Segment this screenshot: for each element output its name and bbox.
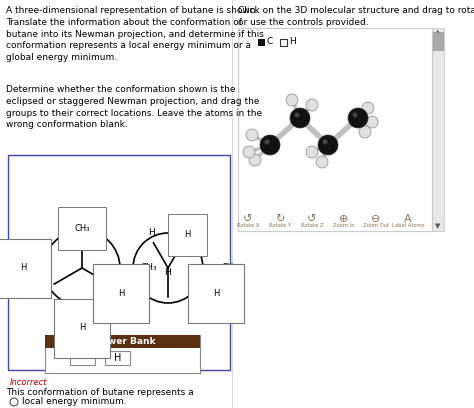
Bar <box>8 155 230 370</box>
Circle shape <box>290 108 310 128</box>
Text: ↻: ↻ <box>275 214 285 224</box>
Text: This conformation of butane represents a: This conformation of butane represents a <box>6 388 193 397</box>
Text: H: H <box>148 228 155 237</box>
Circle shape <box>366 116 378 128</box>
Circle shape <box>286 94 298 106</box>
Text: H: H <box>118 289 124 298</box>
Text: local energy minimum.: local energy minimum. <box>22 397 127 406</box>
Text: H: H <box>164 268 172 277</box>
Bar <box>258 39 265 46</box>
Bar <box>432 28 444 231</box>
Text: ▼: ▼ <box>435 223 441 229</box>
Circle shape <box>318 135 338 155</box>
Circle shape <box>243 146 255 158</box>
Text: Click on the 3D molecular structure and drag to rotate it,
or use the controls p: Click on the 3D molecular structure and … <box>238 6 474 27</box>
Text: ↺: ↺ <box>307 214 317 224</box>
Circle shape <box>246 129 258 141</box>
Circle shape <box>322 140 328 144</box>
Text: ⊖: ⊖ <box>371 214 381 224</box>
Text: CH₃: CH₃ <box>222 264 237 273</box>
Bar <box>70 351 95 365</box>
Bar <box>433 32 443 50</box>
Bar <box>45 335 200 373</box>
Circle shape <box>306 146 318 158</box>
Text: H: H <box>79 324 85 333</box>
Text: Zoom In: Zoom In <box>333 223 355 228</box>
Text: CH₃: CH₃ <box>74 224 90 233</box>
Text: Incorrect: Incorrect <box>10 378 47 387</box>
Circle shape <box>264 140 270 144</box>
Text: A: A <box>404 214 412 224</box>
Text: Rotate Z: Rotate Z <box>301 223 323 228</box>
Text: ▲: ▲ <box>435 29 441 35</box>
Bar <box>280 39 287 46</box>
Text: Determine whether the conformation shown is the
eclipsed or staggered Newman pro: Determine whether the conformation shown… <box>6 85 262 129</box>
Circle shape <box>353 113 357 118</box>
Circle shape <box>294 113 300 118</box>
Text: ⊕: ⊕ <box>339 214 349 224</box>
Text: H: H <box>289 36 296 46</box>
Circle shape <box>133 233 203 303</box>
Bar <box>105 351 130 365</box>
Text: Answer Bank: Answer Bank <box>89 337 156 346</box>
Circle shape <box>362 102 374 114</box>
Bar <box>238 28 432 231</box>
Circle shape <box>10 398 18 406</box>
Text: H: H <box>213 289 219 298</box>
Text: ↺: ↺ <box>243 214 253 224</box>
Circle shape <box>359 126 371 138</box>
Text: H: H <box>114 353 121 363</box>
Text: CH₃: CH₃ <box>141 264 158 273</box>
Text: Rotate Y: Rotate Y <box>269 223 291 228</box>
Text: C: C <box>267 36 273 46</box>
Text: H: H <box>20 264 26 273</box>
Text: H: H <box>16 264 23 273</box>
Circle shape <box>306 99 318 111</box>
Text: Zoom Out: Zoom Out <box>363 223 389 228</box>
Text: Rotate X: Rotate X <box>237 223 259 228</box>
Circle shape <box>316 156 328 168</box>
Circle shape <box>249 154 261 166</box>
Text: A three-dimensional representation of butane is shown.
Translate the information: A three-dimensional representation of bu… <box>6 6 264 62</box>
Bar <box>45 335 200 348</box>
Text: H: H <box>79 328 85 337</box>
Circle shape <box>348 108 368 128</box>
Circle shape <box>260 135 280 155</box>
Text: H: H <box>184 231 191 239</box>
Circle shape <box>44 230 120 306</box>
Text: H: H <box>43 286 50 295</box>
Text: Label Atoms: Label Atoms <box>392 223 424 228</box>
